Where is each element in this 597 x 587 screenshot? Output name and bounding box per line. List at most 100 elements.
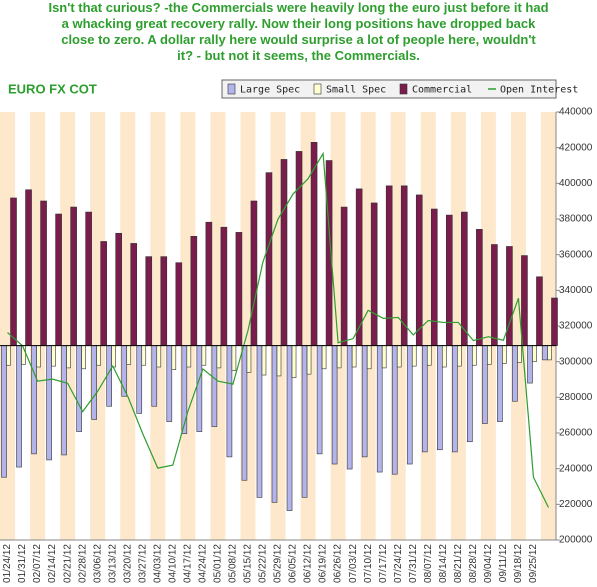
x-tick-label: 08/28/12 — [468, 544, 479, 583]
y2-tick-label: 360000 — [559, 249, 593, 260]
caption-line: it? - but not it seems, the Commercials. — [177, 48, 420, 63]
bar — [301, 345, 308, 498]
bar — [457, 345, 462, 367]
x-tick-label: 09/18/12 — [513, 544, 524, 583]
bar — [205, 221, 213, 346]
bar — [190, 235, 198, 346]
legend-swatch — [313, 83, 322, 95]
y2-tick-label: 280000 — [559, 392, 593, 403]
x-tick-label: 04/10/12 — [167, 544, 178, 583]
bar — [66, 345, 71, 369]
legend-label: Commercial — [412, 85, 472, 96]
legend-label: Open Interest — [500, 85, 578, 96]
bar — [385, 185, 393, 346]
caption: Isn't that curious? -the Commercials wer… — [0, 0, 597, 64]
bar — [130, 243, 138, 346]
bar — [186, 345, 192, 368]
bar — [491, 244, 498, 346]
bar — [16, 345, 22, 468]
x-tick-label: 03/06/12 — [92, 544, 103, 583]
bar — [46, 345, 52, 461]
bar — [536, 276, 543, 346]
x-tick-label: 01/24/12 — [2, 544, 13, 583]
bar — [306, 345, 312, 375]
caption-line: Isn't that curious? -the Commercials wer… — [48, 0, 549, 15]
legend-swatch — [399, 83, 408, 95]
bar — [445, 214, 453, 346]
y2-tick-label: 440000 — [559, 107, 593, 118]
bar — [196, 345, 203, 432]
caption-line: close to zero. A dollar rally here would… — [61, 32, 536, 47]
bar — [461, 211, 468, 346]
x-tick-label: 02/07/12 — [32, 544, 43, 583]
bar — [487, 345, 492, 365]
bar — [166, 345, 173, 422]
legend-swatch — [227, 83, 236, 95]
x-tick-label: 03/27/12 — [137, 544, 148, 583]
bar — [261, 345, 267, 376]
bar — [411, 345, 417, 367]
legend-label: Large Spec — [240, 85, 300, 96]
x-tick-label: 09/25/12 — [528, 544, 539, 583]
y2-tick-label: 340000 — [559, 285, 593, 296]
bar — [340, 206, 348, 346]
bar — [361, 345, 368, 458]
bar — [226, 345, 233, 458]
bar — [55, 213, 62, 346]
bar — [85, 211, 92, 346]
x-tick-label: 06/05/12 — [288, 544, 299, 583]
x-tick-label: 01/31/12 — [17, 544, 28, 583]
x-tick-label: 04/03/12 — [152, 544, 163, 583]
bar — [151, 345, 158, 407]
bar — [415, 194, 423, 346]
x-tick-label: 08/07/12 — [423, 544, 434, 583]
x-tick-label: 07/03/12 — [348, 544, 359, 583]
x-tick-label: 03/20/12 — [122, 544, 133, 583]
x-tick-label: 09/11/12 — [498, 544, 509, 583]
bar — [175, 262, 183, 346]
x-tick-label: 08/21/12 — [453, 544, 464, 583]
bar — [136, 345, 143, 414]
x-tick-label: 07/10/12 — [363, 544, 374, 583]
column-band — [480, 112, 496, 540]
bar — [366, 345, 372, 370]
x-tick-label: 02/14/12 — [47, 544, 58, 583]
bar — [40, 200, 47, 346]
bar — [430, 208, 438, 346]
x-tick-label: 08/14/12 — [438, 544, 449, 583]
bar — [467, 345, 473, 443]
bar — [235, 232, 243, 346]
y2-tick-label: 300000 — [559, 356, 593, 367]
bar — [76, 345, 82, 432]
y2-tick-label: 420000 — [559, 142, 593, 153]
x-tick-label: 09/04/12 — [483, 544, 494, 583]
column-band — [120, 112, 136, 540]
bar — [512, 345, 518, 402]
x-tick-label: 03/13/12 — [107, 544, 118, 583]
bar — [25, 189, 32, 346]
column-band — [90, 112, 106, 540]
y2-tick-label: 220000 — [559, 499, 593, 510]
bar — [376, 345, 383, 473]
bar — [472, 345, 477, 366]
bar — [241, 345, 248, 481]
bar — [265, 172, 273, 346]
column-band — [510, 112, 526, 540]
bar — [111, 345, 117, 368]
bar — [421, 345, 428, 453]
y2-tick-label: 400000 — [559, 178, 593, 189]
bar — [291, 345, 297, 379]
legend-label: Small Spec — [326, 85, 386, 96]
bar — [70, 206, 77, 346]
bar — [160, 256, 168, 346]
x-tick-label: 06/12/12 — [303, 544, 314, 583]
bar — [532, 345, 537, 362]
x-tick-label: 04/17/12 — [182, 544, 193, 583]
bar — [115, 232, 123, 346]
bar — [321, 345, 327, 370]
bar — [276, 345, 282, 377]
chart-title: EURO FX COT — [8, 81, 97, 96]
bar — [316, 345, 323, 455]
bar — [370, 202, 378, 346]
